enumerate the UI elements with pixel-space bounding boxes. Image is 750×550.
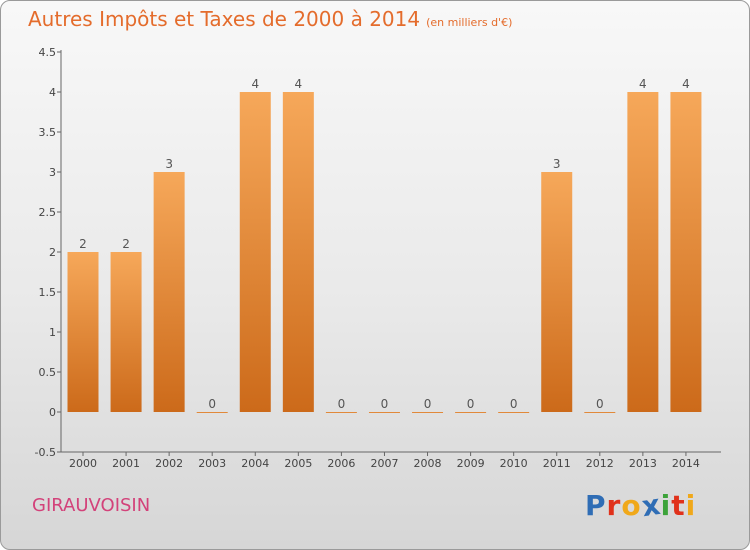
bar-2006 (325, 412, 357, 413)
x-tick-label: 2010 (500, 457, 528, 470)
bar-2007 (368, 412, 400, 413)
data-label: 2 (79, 237, 87, 251)
bar-2002 (153, 172, 185, 412)
data-label: 3 (553, 157, 561, 171)
logo-letter: i (660, 489, 672, 522)
data-label: 0 (467, 397, 475, 411)
proxiti-logo[interactable]: Proxiti (585, 487, 697, 524)
x-tick-label: 2005 (284, 457, 312, 470)
data-label: 4 (251, 77, 259, 91)
bar-2003 (196, 412, 228, 413)
chart-title-text: Autres Impôts et Taxes de 2000 à 2014 (28, 7, 421, 31)
data-label: 0 (510, 397, 518, 411)
bar-2001 (110, 252, 142, 412)
x-tick-label: 2002 (155, 457, 183, 470)
data-label: 0 (381, 397, 389, 411)
x-tick-label: 2012 (586, 457, 614, 470)
x-tick-label: 2008 (414, 457, 442, 470)
y-tick-label: 4 (49, 86, 56, 99)
chart-unit: (en milliers d'€) (426, 16, 513, 29)
bar-2000 (67, 252, 99, 412)
y-tick-label: 2 (49, 246, 56, 259)
bar-2011 (541, 172, 573, 412)
y-tick-label: 2.5 (39, 206, 57, 219)
bar-2008 (412, 412, 444, 413)
logo-letter: P (585, 489, 607, 522)
y-tick-label: 1 (49, 326, 56, 339)
x-tick-label: 2011 (543, 457, 571, 470)
x-tick-label: 2007 (370, 457, 398, 470)
data-label: 3 (165, 157, 173, 171)
data-labels: 2 2 3 0 4 4 0 0 0 0 0 3 0 4 4 (79, 77, 690, 411)
x-tick-label: 2006 (327, 457, 355, 470)
logo-letter: t (671, 489, 686, 522)
logo-letter: r (606, 489, 622, 522)
y-tick-label: 3.5 (39, 126, 57, 139)
logo-letter: x (639, 487, 663, 524)
y-tick-label: -0.5 (35, 446, 56, 459)
data-label: 2 (122, 237, 130, 251)
bar-2013 (627, 92, 659, 412)
logo-letter: o (621, 489, 642, 522)
y-tick-label: 1.5 (39, 286, 57, 299)
bar-2004 (239, 92, 271, 412)
x-tick-label: 2000 (69, 457, 97, 470)
y-tick-label: 0.5 (39, 366, 57, 379)
data-label: 0 (338, 397, 346, 411)
bars (67, 92, 702, 413)
bar-2010 (498, 412, 530, 413)
logo-letter: i (685, 489, 697, 522)
data-label: 4 (682, 77, 690, 91)
place-name: GIRAUVOISIN (32, 495, 151, 516)
x-tick-label: 2009 (457, 457, 485, 470)
bar-2005 (282, 92, 314, 412)
y-tick-label: 3 (49, 166, 56, 179)
x-tick-label: 2014 (672, 457, 700, 470)
bar-2009 (455, 412, 487, 413)
data-label: 4 (295, 77, 303, 91)
data-label: 0 (208, 397, 216, 411)
bar-2012 (584, 412, 616, 413)
x-tick-label: 2013 (629, 457, 657, 470)
data-label: 4 (639, 77, 647, 91)
y-tick-label: 4.5 (39, 46, 57, 59)
y-tick-label: 0 (49, 406, 56, 419)
bar-2014 (670, 92, 702, 412)
x-tick-label: 2003 (198, 457, 226, 470)
data-label: 0 (596, 397, 604, 411)
x-tick-label: 2001 (112, 457, 140, 470)
x-tick-label: 2004 (241, 457, 269, 470)
data-label: 0 (424, 397, 432, 411)
chart-title: Autres Impôts et Taxes de 2000 à 2014 (en… (28, 7, 512, 31)
